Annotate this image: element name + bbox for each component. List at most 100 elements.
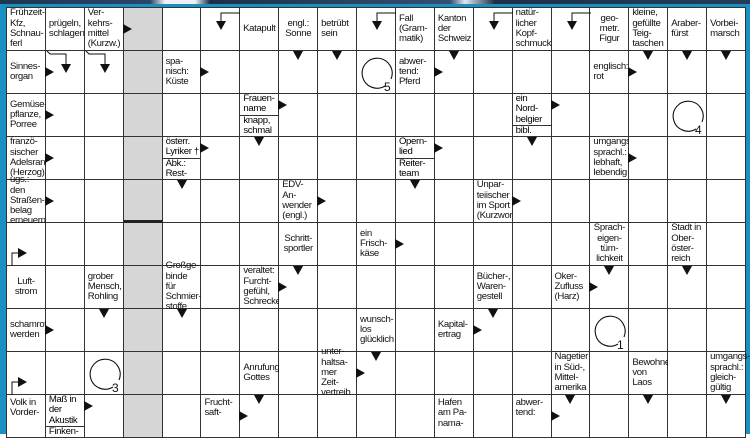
solution-cell[interactable]: 5 <box>357 51 396 94</box>
answer-cell[interactable] <box>395 395 435 438</box>
answer-cell[interactable] <box>7 352 46 395</box>
answer-cell[interactable] <box>123 309 163 352</box>
answer-cell[interactable] <box>707 266 746 309</box>
answer-cell[interactable] <box>123 51 163 94</box>
answer-cell[interactable] <box>473 8 513 51</box>
answer-cell[interactable] <box>123 137 163 180</box>
answer-cell[interactable] <box>201 266 241 309</box>
answer-cell[interactable] <box>590 352 630 395</box>
answer-cell[interactable] <box>551 223 591 266</box>
answer-cell[interactable] <box>45 266 85 309</box>
answer-cell[interactable] <box>434 352 474 395</box>
answer-cell[interactable] <box>629 223 669 266</box>
answer-cell[interactable] <box>473 352 513 395</box>
answer-cell[interactable] <box>162 223 202 266</box>
answer-cell[interactable] <box>357 137 396 180</box>
answer-cell[interactable] <box>7 223 46 266</box>
answer-cell[interactable] <box>707 180 746 223</box>
answer-cell[interactable] <box>551 51 591 94</box>
answer-cell[interactable] <box>318 309 358 352</box>
answer-cell[interactable] <box>318 395 358 438</box>
answer-cell[interactable] <box>162 180 202 223</box>
answer-cell[interactable] <box>123 395 163 438</box>
answer-cell[interactable] <box>123 266 163 309</box>
answer-cell[interactable] <box>279 137 319 180</box>
answer-cell[interactable] <box>44 180 85 223</box>
answer-cell[interactable] <box>434 180 474 223</box>
answer-cell[interactable] <box>357 8 397 51</box>
answer-cell[interactable] <box>473 51 513 94</box>
answer-cell[interactable] <box>628 51 669 94</box>
answer-cell[interactable] <box>394 223 435 266</box>
answer-cell[interactable] <box>512 309 552 352</box>
answer-cell[interactable] <box>551 180 591 223</box>
answer-cell[interactable] <box>629 94 669 137</box>
answer-cell[interactable] <box>84 309 124 352</box>
answer-cell[interactable] <box>318 223 358 266</box>
answer-cell[interactable] <box>629 180 669 223</box>
answer-cell[interactable] <box>589 266 630 309</box>
answer-cell[interactable] <box>201 223 241 266</box>
answer-cell[interactable] <box>201 180 241 223</box>
answer-cell[interactable] <box>551 309 591 352</box>
answer-cell[interactable] <box>357 266 396 309</box>
answer-cell[interactable] <box>44 94 85 137</box>
answer-cell[interactable] <box>550 94 591 137</box>
answer-cell[interactable] <box>123 180 163 223</box>
answer-cell[interactable] <box>512 223 552 266</box>
answer-cell[interactable] <box>433 51 474 94</box>
answer-cell[interactable] <box>318 51 358 94</box>
answer-cell[interactable] <box>356 352 396 395</box>
answer-cell[interactable] <box>512 137 552 180</box>
answer-cell[interactable] <box>472 309 513 352</box>
answer-cell[interactable] <box>279 352 319 395</box>
answer-cell[interactable] <box>201 8 241 51</box>
answer-cell[interactable] <box>590 395 630 438</box>
solution-cell[interactable]: 1 <box>590 309 630 352</box>
answer-cell[interactable] <box>240 223 280 266</box>
answer-cell[interactable] <box>668 309 708 352</box>
answer-cell[interactable] <box>83 395 124 438</box>
answer-cell[interactable] <box>318 266 358 309</box>
answer-cell[interactable] <box>395 266 435 309</box>
answer-cell[interactable] <box>123 94 163 137</box>
answer-cell[interactable] <box>512 352 552 395</box>
answer-cell[interactable] <box>240 51 280 94</box>
answer-cell[interactable] <box>123 352 163 395</box>
answer-cell[interactable] <box>240 309 280 352</box>
answer-cell[interactable] <box>551 137 591 180</box>
answer-cell[interactable] <box>433 137 474 180</box>
answer-cell[interactable] <box>162 94 202 137</box>
answer-cell[interactable] <box>395 309 435 352</box>
answer-cell[interactable] <box>551 8 591 51</box>
answer-cell[interactable] <box>201 309 241 352</box>
answer-cell[interactable] <box>45 352 85 395</box>
answer-cell[interactable] <box>707 223 746 266</box>
answer-cell[interactable] <box>395 94 435 137</box>
answer-cell[interactable] <box>629 266 669 309</box>
answer-cell[interactable] <box>123 223 163 266</box>
answer-cell[interactable] <box>473 395 513 438</box>
answer-cell[interactable] <box>473 223 513 266</box>
answer-cell[interactable] <box>512 266 552 309</box>
answer-cell[interactable] <box>279 51 319 94</box>
answer-cell[interactable] <box>473 94 513 137</box>
answer-cell[interactable] <box>512 51 552 94</box>
answer-cell[interactable] <box>473 137 513 180</box>
answer-cell[interactable] <box>44 309 85 352</box>
answer-cell[interactable] <box>668 51 708 94</box>
answer-cell[interactable] <box>200 137 241 180</box>
answer-cell[interactable] <box>240 137 280 180</box>
answer-cell[interactable] <box>707 51 746 94</box>
answer-cell[interactable] <box>279 309 319 352</box>
answer-cell[interactable] <box>434 266 474 309</box>
answer-cell[interactable] <box>44 137 85 180</box>
answer-cell[interactable] <box>278 94 319 137</box>
solution-cell[interactable]: 4 <box>668 94 708 137</box>
answer-cell[interactable] <box>84 94 124 137</box>
answer-cell[interactable] <box>240 180 280 223</box>
answer-cell[interactable] <box>707 395 746 438</box>
answer-cell[interactable] <box>45 223 85 266</box>
answer-cell[interactable] <box>278 266 319 309</box>
answer-cell[interactable] <box>162 352 202 395</box>
